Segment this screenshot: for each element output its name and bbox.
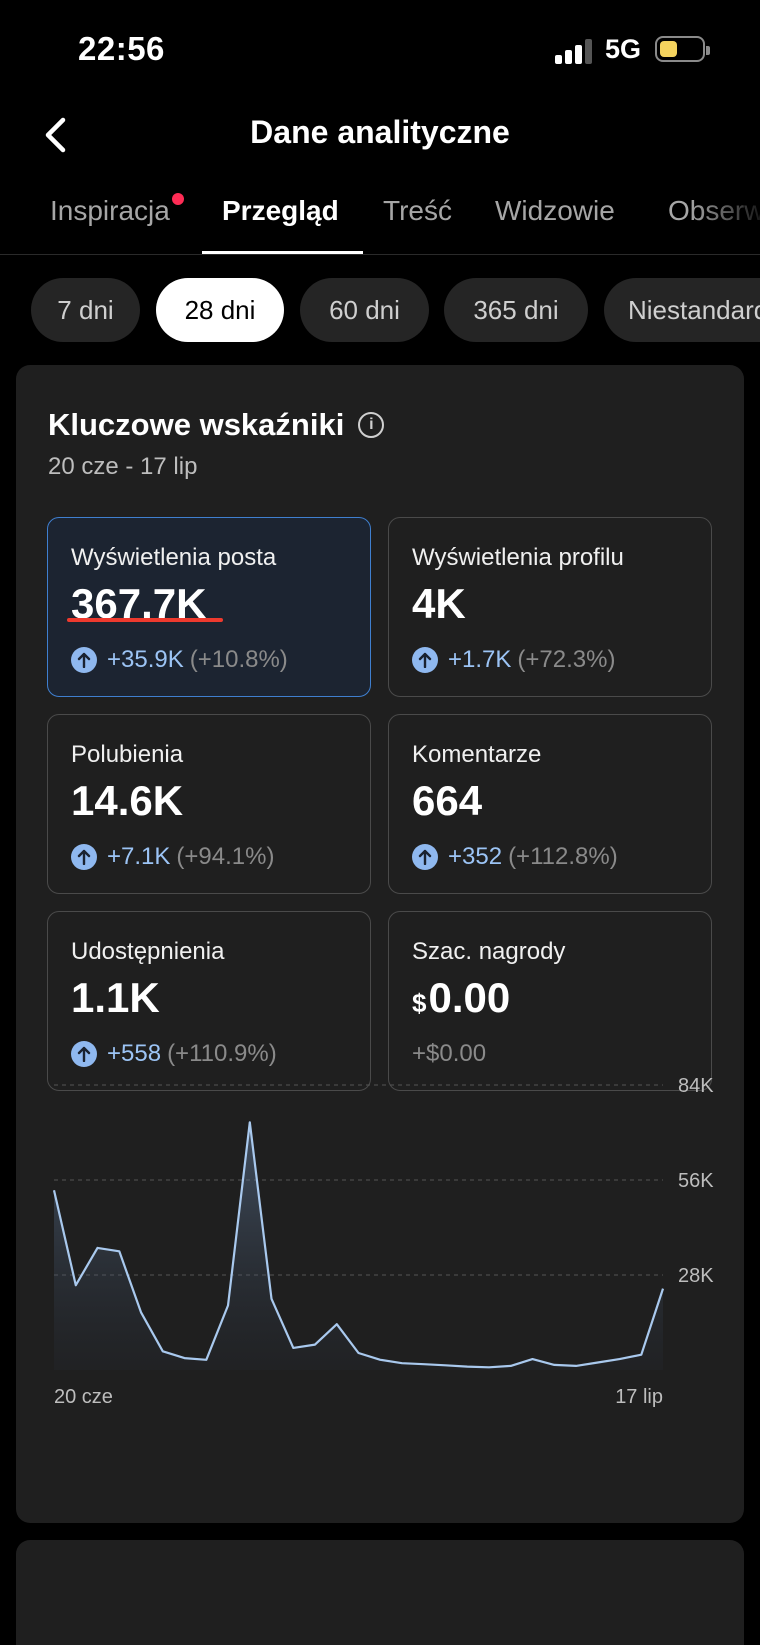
metric-label: Polubienia: [71, 741, 184, 768]
back-button[interactable]: [30, 110, 80, 160]
metric-post-views[interactable]: Wyświetlenia posta 367.7K +35.9K (+10.8%…: [47, 517, 371, 697]
battery-icon: [655, 36, 710, 62]
cellular-signal-icon: [555, 38, 595, 64]
metric-value: 4K: [412, 580, 466, 627]
arrow-up-icon: [412, 844, 438, 870]
tab-tresc[interactable]: Treść: [383, 195, 452, 227]
metric-delta: +7.1K: [107, 843, 171, 870]
arrow-up-icon: [412, 647, 438, 673]
period-365-days[interactable]: 365 dni: [444, 278, 588, 342]
tab-przeglad[interactable]: Przegląd: [222, 195, 339, 227]
metric-label: Komentarze: [412, 741, 542, 768]
y-tick-label: 28K: [678, 1265, 714, 1287]
tab-inspiracja[interactable]: Inspiracja: [50, 193, 184, 227]
period-60-days[interactable]: 60 dni: [300, 278, 429, 342]
metric-change: +1.7K (+72.3%): [412, 646, 615, 674]
metric-label: Udostępnienia: [71, 938, 225, 965]
metric-label: Wyświetlenia posta: [71, 544, 277, 571]
metric-change: +558 (+110.9%): [71, 1040, 277, 1068]
arrow-up-icon: [71, 1041, 97, 1067]
chart-line: [52, 1121, 665, 1369]
period-selector: 7 dni 28 dni 60 dni 365 dni Niestandardo…: [0, 278, 760, 344]
metric-delta: +35.9K: [107, 646, 184, 673]
chart-area: [54, 1122, 663, 1370]
metric-change: +$0.00: [412, 1040, 487, 1067]
metric-percent: (+10.8%): [189, 646, 288, 673]
card-title-text: Kluczowe wskaźniki: [48, 407, 345, 442]
metric-value: 664: [412, 777, 483, 824]
post-views-chart: 84K 56K 28K 20 cze 17 lip: [52, 1075, 714, 1408]
tab-label: Przegląd: [222, 195, 339, 226]
period-7-days[interactable]: 7 dni: [31, 278, 140, 342]
page-title: Dane analityczne: [250, 114, 510, 150]
y-tick-label: 56K: [678, 1170, 714, 1192]
metric-percent: (+112.8%): [508, 843, 618, 870]
tab-widzowie[interactable]: Widzowie: [495, 195, 615, 227]
metric-label: Szac. nagrody: [412, 938, 566, 965]
tab-bar: Inspiracja Przegląd Treść Widzowie Obser…: [0, 175, 760, 255]
metric-delta: +1.7K: [448, 646, 512, 673]
chevron-left-icon: [45, 117, 66, 153]
status-bar: 22:56 5G: [0, 0, 760, 100]
metric-change: +7.1K (+94.1%): [71, 843, 274, 871]
red-underline-annotation: [67, 618, 223, 622]
metric-delta: +558: [107, 1040, 162, 1067]
metric-profile-views[interactable]: Wyświetlenia profilu 4K +1.7K (+72.3%): [388, 517, 712, 697]
notification-dot: [171, 193, 184, 205]
network-type: 5G: [605, 34, 642, 64]
info-icon[interactable]: i: [358, 412, 385, 438]
metric-change: +35.9K (+10.8%): [71, 646, 288, 674]
metric-delta: +352: [448, 843, 503, 870]
metric-value: $0.00: [412, 974, 510, 1022]
metric-percent: (+94.1%): [176, 843, 275, 870]
date-range: 20 cze - 17 lip: [48, 453, 198, 480]
metric-value: 1.1K: [71, 974, 160, 1021]
metric-comments[interactable]: Komentarze 664 +352 (+112.8%): [388, 714, 712, 894]
tab-label: Widzowie: [495, 195, 615, 226]
metric-estimated-rewards[interactable]: Szac. nagrody $0.00 +$0.00: [388, 911, 712, 1091]
arrow-up-icon: [71, 647, 97, 673]
active-tab-indicator: [202, 251, 363, 254]
period-28-days[interactable]: 28 dni: [156, 278, 284, 342]
status-time: 22:56: [78, 30, 165, 67]
period-custom[interactable]: Niestandardowe: [604, 278, 760, 342]
tabs-fade: [690, 175, 760, 254]
metric-change: +352 (+112.8%): [412, 843, 618, 871]
y-tick-label: 84K: [678, 1075, 714, 1097]
currency-symbol: $: [412, 988, 427, 1018]
chart-grid: [54, 1084, 663, 1276]
tab-label: Inspiracja: [50, 195, 170, 226]
arrow-up-icon: [71, 844, 97, 870]
key-metrics-card: Kluczowe wskaźniki i 20 cze - 17 lip Wyś…: [16, 365, 744, 1523]
next-section-card: [16, 1540, 744, 1645]
metric-shares[interactable]: Udostępnienia 1.1K +558 (+110.9%): [47, 911, 371, 1091]
metric-percent: (+110.9%): [167, 1040, 277, 1067]
x-start-label: 20 cze: [54, 1386, 113, 1408]
metric-value-number: 0.00: [428, 974, 511, 1021]
x-end-label: 17 lip: [615, 1386, 663, 1408]
metric-label: Wyświetlenia profilu: [412, 544, 624, 571]
tab-label: Treść: [383, 195, 452, 226]
metric-percent: (+72.3%): [517, 646, 616, 673]
metric-likes[interactable]: Polubienia 14.6K +7.1K (+94.1%): [47, 714, 371, 894]
card-title: Kluczowe wskaźniki i: [48, 407, 385, 443]
metric-value: 14.6K: [71, 777, 184, 824]
